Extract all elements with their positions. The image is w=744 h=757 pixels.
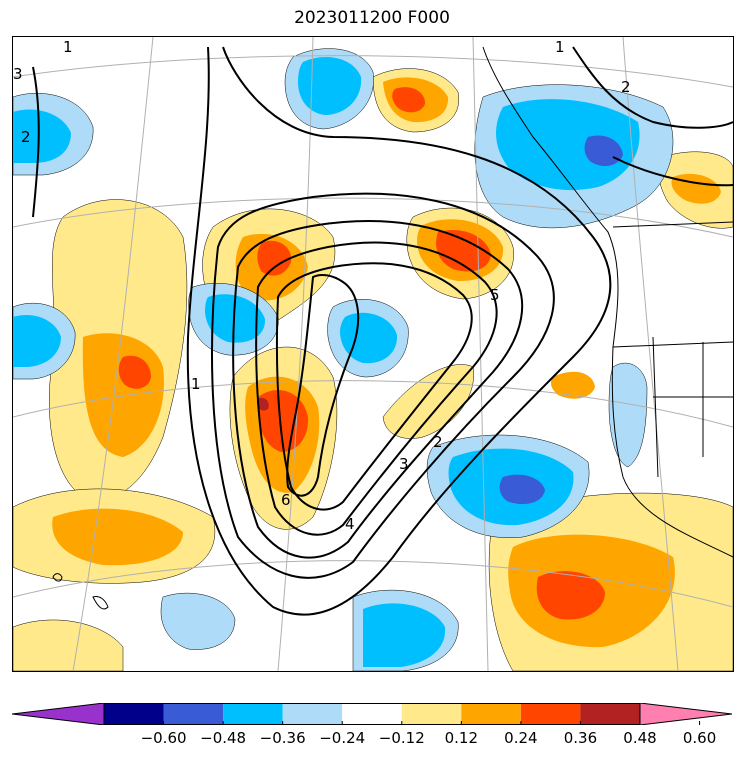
colorbar-extend-low <box>12 703 105 725</box>
contour-line-northeast <box>572 46 733 129</box>
contour-label: 2 <box>433 433 443 451</box>
contour-line-1 <box>186 46 612 616</box>
contour-label: 3 <box>13 65 23 83</box>
yellow-field-south-center <box>13 619 124 671</box>
contour-line-4 <box>255 241 498 536</box>
colorbar-tick-label: −0.36 <box>259 729 306 747</box>
blue-field-west <box>205 294 266 343</box>
contour-line-6 <box>286 273 360 497</box>
red-field-southeast <box>536 571 605 620</box>
map-panel: 1 2 3 4 5 6 1 2 3 2 1 <box>12 36 734 672</box>
colorbar-tick-label: 0.24 <box>504 729 538 747</box>
colorbar-tick-label: 0.36 <box>563 729 598 747</box>
lightblue-field-south-west <box>160 592 236 650</box>
colorbar-segment <box>282 703 343 725</box>
yellow-field-east-band <box>382 364 474 439</box>
colorbar-frame <box>103 703 641 725</box>
contour-label: 2 <box>21 128 31 146</box>
colorbar-segment <box>580 703 640 725</box>
colorbar-segments <box>12 703 732 725</box>
map-canvas: 1 2 3 4 5 6 1 2 3 2 1 <box>13 37 733 671</box>
contour-label: 6 <box>281 491 291 509</box>
red-field-north <box>436 229 491 272</box>
colorbar-segment <box>401 703 462 725</box>
colorbar-tick-label: −0.12 <box>378 729 425 747</box>
contour-line-north <box>32 66 40 218</box>
red-field-west <box>118 355 151 389</box>
royalblue-field-northeast <box>584 135 623 167</box>
colorbar-tick-label: −0.60 <box>140 729 187 747</box>
colorbar-segment <box>163 703 224 725</box>
colorbar-segment <box>104 703 164 725</box>
royalblue-field-southeast <box>499 474 545 505</box>
contour-label: 2 <box>621 78 631 96</box>
contour-line-east <box>612 156 733 187</box>
contour-label: 5 <box>490 286 500 304</box>
red-field-center <box>257 240 292 276</box>
lightblue-field-east-coast <box>608 362 648 468</box>
coastlines <box>52 46 733 610</box>
blue-field-northeast <box>496 99 640 191</box>
red-field-nw-top <box>392 87 426 113</box>
colorbar-segment <box>342 703 402 725</box>
blue-field-northwest <box>13 109 71 163</box>
colorbar-segment <box>461 703 521 725</box>
colorbar-extend-high <box>639 703 732 725</box>
contour-labels: 1 2 3 4 5 6 1 2 3 2 1 <box>13 38 631 533</box>
colorbar-tick-label: 0.12 <box>444 729 479 747</box>
colorbar-tick-label: −0.24 <box>319 729 366 747</box>
contour-line-2 <box>211 192 555 579</box>
colorbar-segment <box>223 703 283 725</box>
contour-line-3 <box>232 220 524 559</box>
darkred-field-core <box>256 397 269 411</box>
orange-field-east-band <box>550 371 595 399</box>
contour-label: 1 <box>63 38 73 56</box>
contour-label: 1 <box>555 38 565 56</box>
blue-field-far-west <box>13 315 61 367</box>
orange-field-southwest <box>52 508 183 566</box>
negative-anomaly-fields <box>13 48 674 671</box>
blue-field-north-center <box>298 57 362 115</box>
colorbar-tick-label: −0.48 <box>200 729 247 747</box>
blue-field-south <box>363 603 446 667</box>
map-title: 2023011200 F000 <box>294 8 450 28</box>
contour-label: 1 <box>191 375 201 393</box>
colorbar-tick-label: 0.48 <box>623 729 657 747</box>
contour-label: 3 <box>399 455 409 473</box>
contour-line-5 <box>275 262 473 511</box>
contour-lines <box>32 46 733 616</box>
contour-label: 4 <box>345 515 355 533</box>
colorbar <box>12 703 732 725</box>
colorbar-tick-label: 0.60 <box>682 729 717 747</box>
blue-field-core-east <box>340 312 398 364</box>
colorbar-segment <box>520 703 581 725</box>
